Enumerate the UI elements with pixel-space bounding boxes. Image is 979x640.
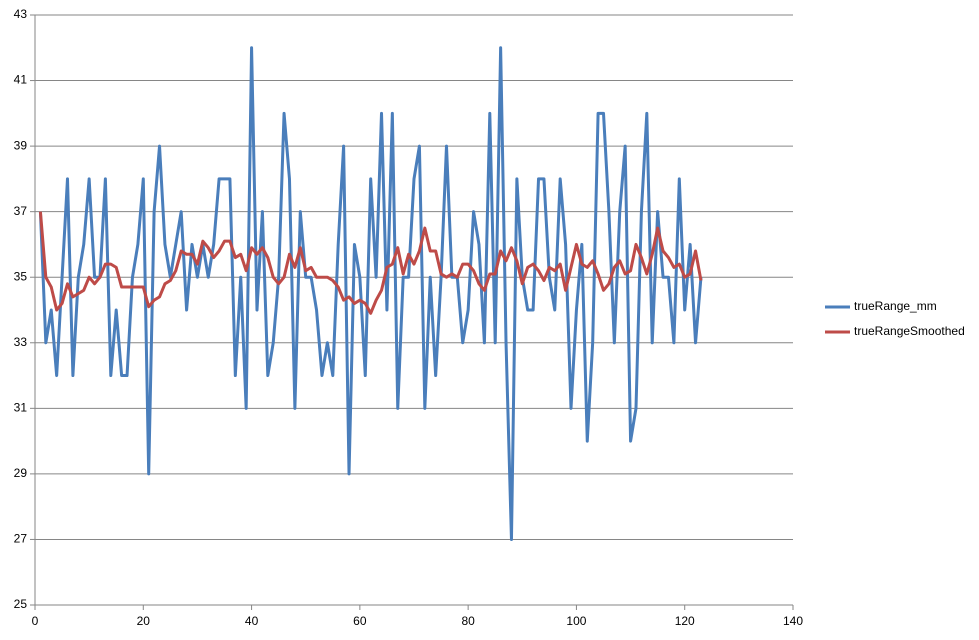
x-tick-label: 60 — [353, 614, 367, 628]
y-tick-label: 27 — [14, 532, 28, 546]
x-tick-label: 40 — [245, 614, 259, 628]
x-tick-label: 80 — [461, 614, 475, 628]
y-tick-label: 41 — [14, 73, 28, 87]
legend-label: trueRangeSmoothed — [854, 324, 965, 338]
y-tick-label: 25 — [14, 597, 28, 611]
series-line — [38, 46, 703, 541]
series-line — [38, 211, 703, 315]
legend-label: trueRange_mm — [854, 299, 937, 313]
y-tick-label: 37 — [14, 204, 28, 218]
y-tick-label: 39 — [14, 138, 28, 152]
y-tick-label: 43 — [14, 7, 28, 21]
x-tick-label: 120 — [675, 614, 695, 628]
y-tick-label: 29 — [14, 466, 28, 480]
x-tick-label: 100 — [566, 614, 586, 628]
x-tick-label: 140 — [783, 614, 803, 628]
x-tick-label: 0 — [32, 614, 39, 628]
y-tick-label: 33 — [14, 335, 28, 349]
y-tick-label: 35 — [14, 269, 28, 283]
y-tick-label: 31 — [14, 401, 28, 415]
x-tick-label: 20 — [137, 614, 151, 628]
